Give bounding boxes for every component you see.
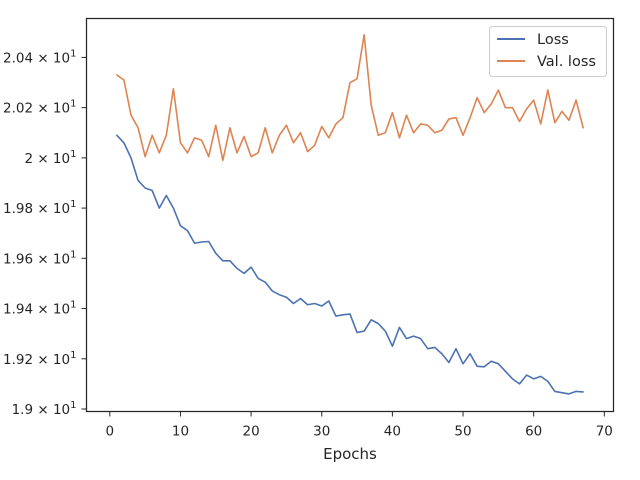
series-line-val-loss bbox=[116, 34, 584, 162]
series-lines bbox=[116, 34, 584, 395]
y-tick-label: 2 × 101 bbox=[24, 149, 76, 167]
y-tick-label: 1.94 × 101 bbox=[3, 300, 77, 318]
y-tick-label: 2.02 × 101 bbox=[3, 99, 77, 117]
x-tick-label: 50 bbox=[454, 424, 471, 440]
x-axis: 0 10 20 30 40 50 60 70 bbox=[106, 411, 613, 440]
legend: Loss Val. loss bbox=[489, 26, 607, 77]
x-tick-label: 10 bbox=[172, 424, 189, 440]
x-tick-label: 40 bbox=[384, 424, 401, 440]
y-tick-label: 1.96 × 101 bbox=[3, 249, 77, 267]
x-tick-label: 0 bbox=[106, 424, 115, 440]
x-tick-label: 70 bbox=[596, 424, 613, 440]
y-axis: 1.9 × 101 1.92 × 101 1.94 × 101 1.96 × 101 1… bbox=[3, 48, 87, 418]
y-tick-label: 1.98 × 101 bbox=[3, 199, 77, 217]
plot-frame bbox=[85, 17, 615, 413]
series-line-loss bbox=[116, 134, 584, 395]
x-tick-label: 30 bbox=[313, 424, 330, 440]
legend-label-loss: Loss bbox=[537, 32, 569, 48]
x-tick-label: 60 bbox=[525, 424, 542, 440]
y-tick-label: 1.92 × 101 bbox=[3, 350, 77, 368]
y-tick-label: 1.9 × 101 bbox=[12, 400, 77, 418]
legend-label-val-loss: Val. loss bbox=[537, 54, 596, 70]
x-tick-label: 20 bbox=[243, 424, 260, 440]
y-tick-label: 2.04 × 101 bbox=[3, 48, 77, 66]
x-axis-label: Epochs bbox=[323, 445, 377, 463]
